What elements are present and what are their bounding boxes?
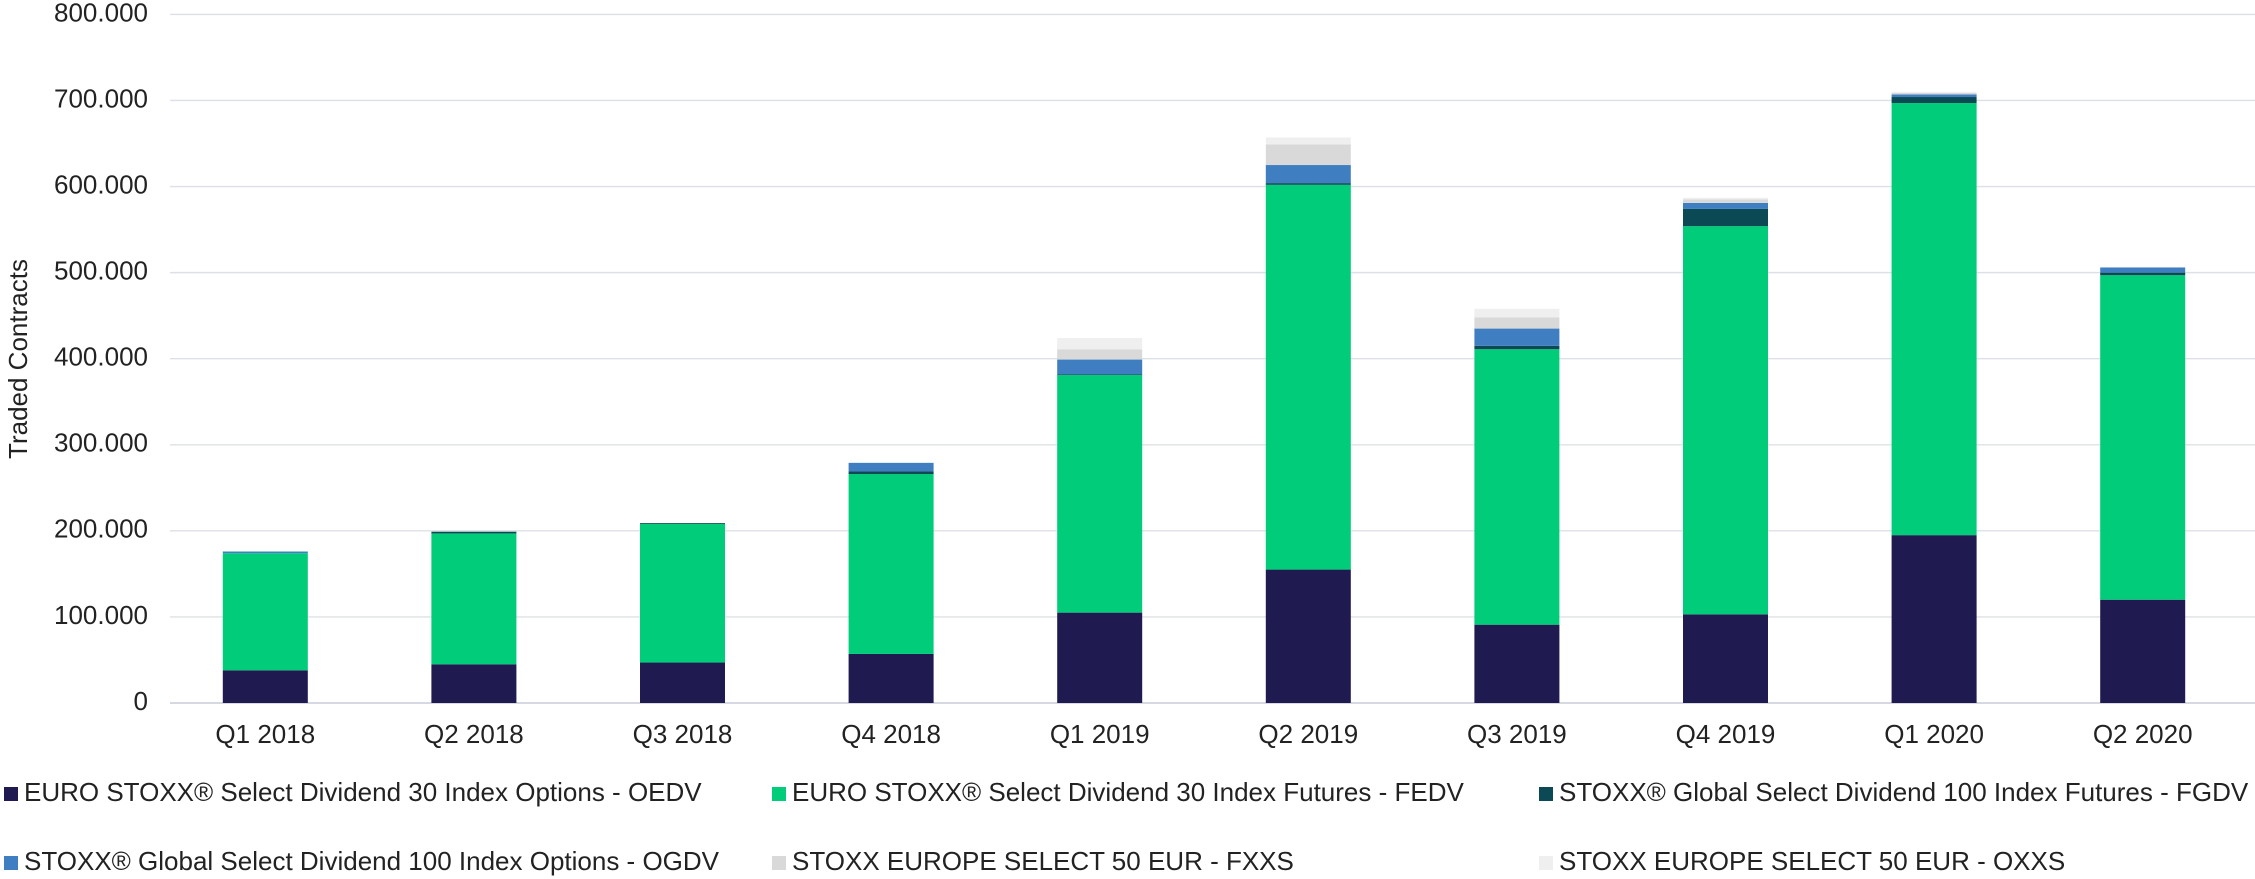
bar-segment	[640, 662, 725, 703]
bar-segment	[1057, 338, 1143, 350]
bar-segment	[1683, 208, 1768, 227]
x-tick-label: Q1 2019	[1050, 719, 1150, 749]
legend-swatch	[772, 856, 786, 870]
bar-segment	[1265, 137, 1351, 145]
bar-segment	[431, 533, 517, 665]
y-tick-label: 600.000	[54, 169, 148, 199]
legend-label: STOXX EUROPE SELECT 50 EUR - FXXS	[792, 846, 1294, 876]
bar-segment	[1891, 91, 1977, 93]
bar-segment	[2100, 272, 2186, 276]
bar-segment	[640, 523, 725, 524]
bar-segment	[1265, 569, 1351, 703]
bar-segment	[1891, 92, 1977, 95]
y-tick-label: 700.000	[54, 83, 148, 113]
y-tick-label: 400.000	[54, 342, 148, 372]
legend-swatch	[1539, 787, 1553, 801]
x-tick-label: Q2 2018	[424, 719, 524, 749]
bar-segment	[1474, 328, 1560, 346]
x-tick-label: Q2 2020	[2093, 719, 2193, 749]
bar-segment	[1891, 94, 1977, 98]
legend-label: STOXX EUROPE SELECT 50 EUR - OXXS	[1559, 846, 2065, 876]
bar-segment	[848, 653, 934, 703]
x-tick-label: Q1 2018	[215, 719, 315, 749]
y-tick-label: 200.000	[54, 514, 148, 544]
bar-segment	[1265, 184, 1351, 570]
bar-segment	[2100, 267, 2186, 273]
bar-segment	[1474, 345, 1560, 350]
bar-segment	[1891, 535, 1977, 703]
bar-segment	[1683, 199, 1768, 203]
bar-segment	[1057, 374, 1143, 376]
bar-segment	[1474, 624, 1560, 703]
bar-segment	[222, 670, 308, 703]
bar-segment	[222, 553, 308, 671]
y-tick-label: 300.000	[54, 428, 148, 458]
bar-segment	[1683, 197, 1768, 200]
legend-label: EURO STOXX® Select Dividend 30 Index Fut…	[792, 777, 1464, 807]
legend-swatch	[1539, 856, 1553, 870]
bar-segment	[431, 664, 517, 703]
legend-label: STOXX® Global Select Dividend 100 Index …	[1559, 777, 2249, 807]
bar-segment	[1891, 103, 1977, 536]
bar-segment	[1265, 144, 1351, 166]
bar-segment	[1683, 226, 1768, 615]
x-tick-label: Q3 2019	[1467, 719, 1567, 749]
bar-segment	[1057, 612, 1143, 703]
y-tick-label: 800.000	[54, 0, 148, 27]
bar-segment	[222, 551, 308, 554]
bar-segment	[1057, 359, 1143, 375]
bar-segment	[1057, 375, 1143, 613]
x-tick-label: Q4 2019	[1676, 719, 1776, 749]
x-tick-label: Q3 2018	[633, 719, 733, 749]
legend-swatch	[772, 787, 786, 801]
bar-segment	[1474, 349, 1560, 625]
bar-segment	[431, 531, 517, 534]
legend-swatch	[4, 856, 18, 870]
y-tick-label: 0	[134, 686, 148, 716]
bar-segment	[1683, 202, 1768, 209]
bar-segment	[1265, 165, 1351, 184]
y-tick-label: 100.000	[54, 600, 148, 630]
bar-segment	[848, 471, 934, 475]
legend-label: STOXX® Global Select Dividend 100 Index …	[24, 846, 720, 876]
bar-segment	[1474, 317, 1560, 329]
y-axis-label: Traded Contracts	[3, 259, 33, 459]
bar-segment	[1474, 308, 1560, 318]
bar-segment	[2100, 599, 2186, 703]
bar-segment	[1891, 97, 1977, 104]
bar-segment	[1057, 349, 1143, 360]
bar-segment	[1265, 183, 1351, 185]
bar-segment	[1683, 614, 1768, 703]
bar-segment	[848, 462, 934, 472]
bar-segment	[848, 474, 934, 654]
y-tick-label: 500.000	[54, 256, 148, 286]
bar-segment	[640, 523, 725, 663]
legend-swatch	[4, 787, 18, 801]
x-tick-label: Q2 2019	[1258, 719, 1358, 749]
legend-label: EURO STOXX® Select Dividend 30 Index Opt…	[24, 777, 702, 807]
bar-segment	[2100, 275, 2186, 600]
x-tick-label: Q1 2020	[1884, 719, 1984, 749]
x-tick-label: Q4 2018	[841, 719, 941, 749]
